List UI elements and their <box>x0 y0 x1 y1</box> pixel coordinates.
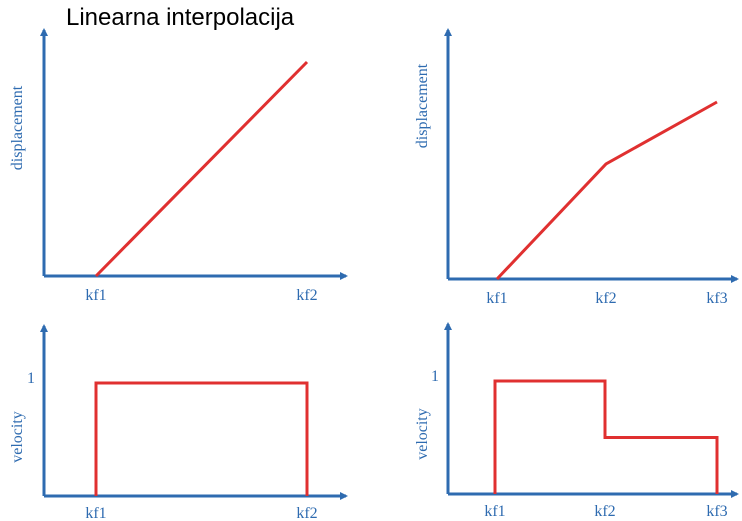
y-axis-label: displacement <box>414 63 431 148</box>
chart-panel-2: displacement kf1 kf2 kf3 <box>414 28 739 307</box>
x-tick-label: kf1 <box>486 290 507 307</box>
chart-panel-1: displacement kf1 kf2 <box>9 28 348 304</box>
y-tick-label: 1 <box>431 368 439 385</box>
x-tick-label: kf2 <box>296 287 317 304</box>
x-tick-label: kf1 <box>85 287 106 304</box>
chart-panel-4: velocity 1 kf1 kf2 kf3 <box>414 322 739 520</box>
chart-panel-3: velocity 1 kf1 kf2 <box>9 324 348 521</box>
x-tick-label: kf1 <box>85 505 106 521</box>
page-title: Linearna interpolacija <box>66 4 295 31</box>
y-axis-label: velocity <box>9 411 26 463</box>
x-tick-label: kf1 <box>484 503 505 520</box>
x-tick-label: kf2 <box>594 503 615 520</box>
series-line <box>495 100 718 281</box>
x-tick-label: kf2 <box>595 290 616 307</box>
y-axis-label: velocity <box>414 408 431 460</box>
y-tick-label: 1 <box>27 370 35 387</box>
series-line <box>94 60 309 278</box>
series-line <box>493 379 719 494</box>
y-axis-label: displacement <box>9 85 26 170</box>
x-tick-label: kf3 <box>706 503 727 520</box>
series-line <box>94 381 309 496</box>
x-tick-label: kf3 <box>706 290 727 307</box>
x-tick-label: kf2 <box>296 505 317 521</box>
